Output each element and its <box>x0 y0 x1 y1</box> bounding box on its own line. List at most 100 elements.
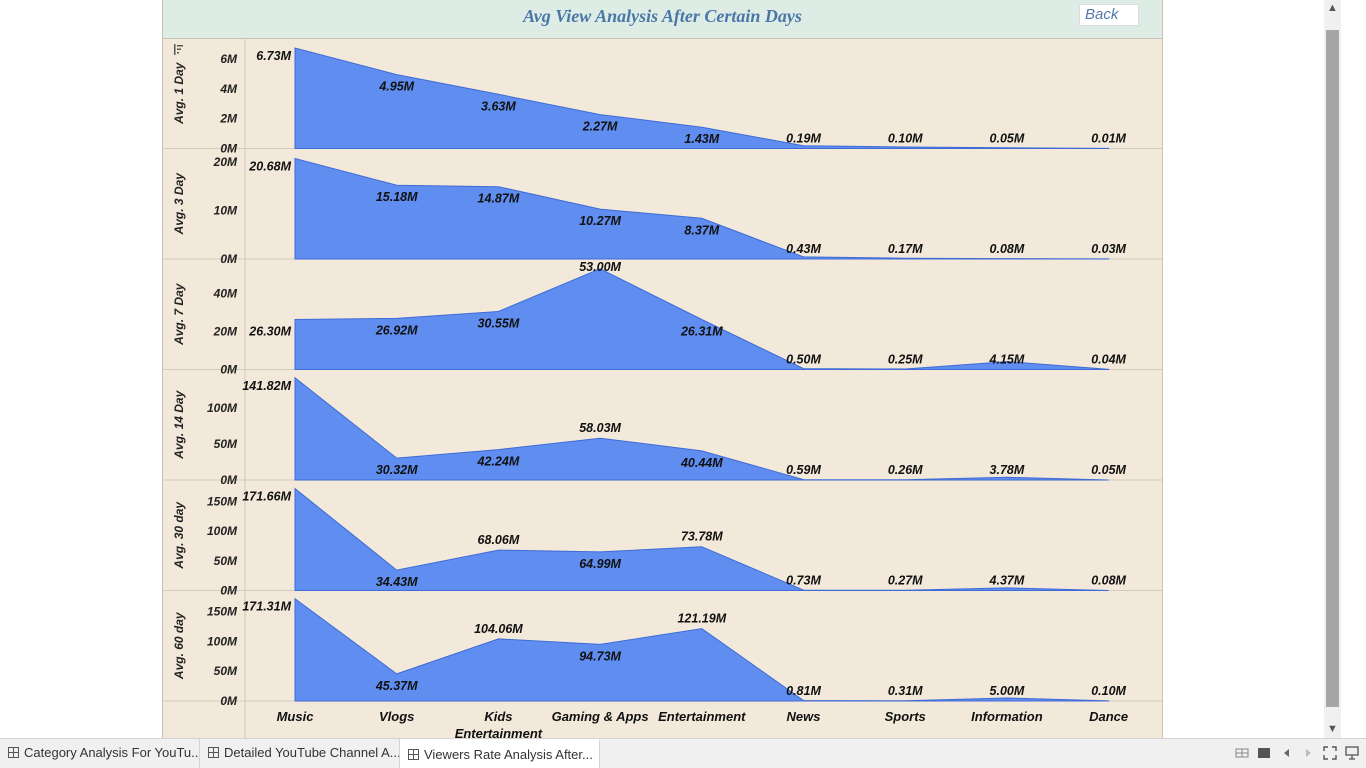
tab-label: Category Analysis For YouTu... <box>24 745 200 760</box>
data-label: 94.73M <box>579 649 621 663</box>
data-label: 42.24M <box>477 455 520 469</box>
y-tick-label: 100M <box>207 401 238 415</box>
area-series-1 <box>294 157 1110 260</box>
data-label: 0.05M <box>1091 463 1126 477</box>
next-sheet-icon[interactable] <box>1300 745 1316 761</box>
data-label: 0.59M <box>786 463 821 477</box>
data-label: 2.27M <box>582 120 618 134</box>
x-category-label: News <box>787 709 821 724</box>
y-tick-label: 150M <box>207 604 238 618</box>
y-tick-label: 0M <box>220 473 238 487</box>
data-label: 0.01M <box>1091 132 1126 146</box>
panel-label-2: Avg. 7 Day <box>172 282 186 346</box>
x-category-label: Entertainment <box>658 709 746 724</box>
panel-label-0: Avg. 1 Day <box>172 61 186 125</box>
dashboard-title: Avg View Analysis After Certain Days <box>523 6 802 26</box>
sort-icon[interactable] <box>174 44 183 55</box>
x-category-label: Vlogs <box>379 709 414 724</box>
tab-label: Viewers Rate Analysis After... <box>424 747 593 762</box>
data-label: 34.43M <box>376 575 418 589</box>
y-tick-label: 0M <box>220 252 238 266</box>
title-bar: Avg View Analysis After Certain Days Bac… <box>163 0 1162 39</box>
data-label: 0.27M <box>888 574 923 588</box>
present-icon[interactable] <box>1344 745 1360 761</box>
x-category-label: Information <box>971 709 1043 724</box>
scroll-down-icon[interactable]: ▼ <box>1327 723 1338 735</box>
single-view-icon[interactable] <box>1256 745 1272 761</box>
data-label: 8.37M <box>684 223 719 237</box>
area-chart: Avg. 1 Day 0M 2M 4M 6M 6.73M 4.95M 3.63M 2.27M 1.… <box>163 38 1162 738</box>
y-tick-label: 10M <box>214 203 238 217</box>
y-tick-label: 0M <box>220 142 238 156</box>
data-label: 0.03M <box>1091 242 1126 256</box>
data-label: 4.95M <box>378 80 414 94</box>
panel-label-1: Avg. 3 Day <box>172 172 186 236</box>
area-series-3 <box>294 376 1109 481</box>
x-category-label: Sports <box>885 709 926 724</box>
area-series-4 <box>294 487 1109 591</box>
data-label: 104.06M <box>474 622 523 636</box>
data-label: 3.78M <box>990 463 1025 477</box>
scroll-up-icon[interactable]: ▲ <box>1327 2 1338 14</box>
scroll-thumb[interactable] <box>1326 30 1339 707</box>
area-series-5 <box>294 597 1110 702</box>
data-label: 0.31M <box>888 684 923 698</box>
y-tick-label: 20M <box>213 155 238 169</box>
y-tick-label: 150M <box>207 494 238 508</box>
data-label: 0.10M <box>888 132 923 146</box>
tab-detailed-channel[interactable]: Detailed YouTube Channel A... <box>200 739 400 768</box>
y-tick-label: 100M <box>207 524 238 538</box>
sheet-grid-icon <box>8 747 19 758</box>
data-label: 171.31M <box>242 600 291 614</box>
data-label: 20.68M <box>248 159 291 173</box>
y-tick-label: 0M <box>220 694 238 708</box>
data-label: 0.08M <box>990 242 1025 256</box>
data-label: 53.00M <box>579 260 621 274</box>
x-category-label: Kids <box>484 709 512 724</box>
data-label: 0.43M <box>786 242 821 256</box>
vertical-scrollbar[interactable]: ▲ ▼ <box>1324 0 1341 738</box>
data-label: 141.82M <box>242 379 291 393</box>
grid-view-icon[interactable] <box>1234 745 1250 761</box>
data-label: 1.43M <box>684 132 719 146</box>
tab-label: Detailed YouTube Channel A... <box>224 745 400 760</box>
panel-label-4: Avg. 30 day <box>172 501 186 570</box>
x-category-label: Dance <box>1089 709 1128 724</box>
data-label: 26.92M <box>375 323 418 337</box>
tab-viewers-rate[interactable]: Viewers Rate Analysis After... <box>400 739 600 768</box>
y-tick-label: 2M <box>219 112 238 126</box>
data-label: 30.55M <box>478 316 520 330</box>
data-label: 171.66M <box>242 490 291 504</box>
data-label: 30.32M <box>376 463 418 477</box>
y-tick-label: 0M <box>220 584 238 598</box>
data-label: 0.10M <box>1091 684 1126 698</box>
y-tick-label: 6M <box>220 52 238 66</box>
dashboard: Avg View Analysis After Certain Days Bac… <box>162 0 1163 738</box>
data-label: 4.37M <box>989 574 1025 588</box>
data-label: 0.08M <box>1091 574 1126 588</box>
data-label: 4.15M <box>989 353 1025 367</box>
data-label: 58.03M <box>579 421 621 435</box>
data-label: 14.87M <box>478 192 520 206</box>
back-button[interactable]: Back <box>1079 4 1139 26</box>
data-label: 0.19M <box>786 132 821 146</box>
panel-label-3: Avg. 14 Day <box>172 389 186 459</box>
y-tick-label: 20M <box>213 325 238 339</box>
y-tick-label: 0M <box>220 363 238 377</box>
y-tick-label: 50M <box>214 437 238 451</box>
data-label: 10.27M <box>579 214 621 228</box>
data-label: 26.31M <box>680 325 723 339</box>
tab-category-analysis[interactable]: Category Analysis For YouTu... <box>0 739 200 768</box>
x-category-label: Music <box>277 709 315 724</box>
fullscreen-icon[interactable] <box>1322 745 1338 761</box>
data-label: 26.30M <box>248 325 291 339</box>
data-label: 45.37M <box>375 679 418 693</box>
data-label: 40.44M <box>680 456 723 470</box>
area-series-0 <box>294 47 1110 149</box>
sheet-grid-icon <box>208 747 219 758</box>
y-tick-label: 40M <box>213 287 238 301</box>
data-label: 64.99M <box>579 557 621 571</box>
sheet-tab-bar: Category Analysis For YouTu... Detailed … <box>0 738 1366 768</box>
data-label: 68.06M <box>478 533 520 547</box>
prev-sheet-icon[interactable] <box>1279 745 1295 761</box>
